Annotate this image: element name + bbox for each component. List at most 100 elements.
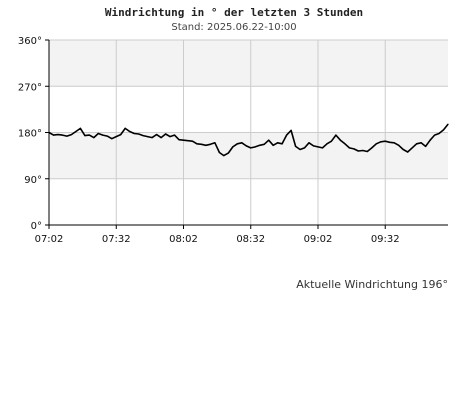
data-point [169, 136, 171, 138]
data-point [75, 130, 77, 133]
data-point [147, 136, 149, 138]
data-point [191, 140, 194, 142]
data-point [326, 143, 328, 145]
y-tick-label: 0° [31, 221, 42, 232]
data-point [133, 132, 135, 135]
data-point [115, 136, 117, 138]
data-point [366, 150, 368, 153]
data-point [299, 148, 301, 151]
data-point [380, 141, 382, 143]
data-point [200, 143, 203, 145]
data-point [254, 146, 256, 148]
data-point [205, 144, 207, 146]
data-point [303, 147, 306, 149]
data-point [79, 127, 81, 129]
data-point [447, 123, 449, 125]
data-point [250, 147, 252, 149]
data-point [398, 144, 400, 146]
x-tick-label: 09:32 [371, 234, 400, 245]
data-point [232, 146, 234, 148]
data-point [164, 133, 167, 135]
data-point [151, 137, 153, 139]
data-point [312, 145, 315, 147]
data-point [433, 134, 436, 136]
data-point [357, 150, 359, 152]
data-point [61, 134, 64, 136]
data-point [173, 134, 176, 136]
data-point [272, 144, 274, 146]
x-tick-label: 09:02 [304, 234, 333, 245]
data-point [245, 145, 247, 147]
data-point [97, 132, 99, 135]
data-point [344, 143, 346, 145]
y-tick-label: 90° [24, 175, 42, 186]
data-point [155, 133, 158, 136]
data-point [411, 147, 413, 149]
data-point [214, 142, 216, 144]
x-tick-label: 07:32 [102, 234, 131, 245]
data-point [281, 143, 283, 145]
x-tick-label: 08:32 [236, 234, 265, 245]
data-point [389, 141, 391, 143]
data-point [353, 148, 355, 150]
data-point [88, 134, 90, 136]
data-point [286, 134, 288, 136]
data-point [268, 139, 270, 141]
data-point [294, 145, 297, 147]
data-point [84, 134, 86, 137]
data-point [93, 137, 95, 139]
x-tick-label: 07:02 [35, 234, 64, 245]
data-point [227, 152, 229, 154]
chart-title: Windrichtung in ° der letzten 3 Stunden [104, 6, 364, 19]
data-point [129, 130, 131, 133]
shaded-band [49, 132, 448, 179]
data-point [196, 143, 198, 145]
data-point [218, 151, 220, 154]
data-point [259, 144, 261, 146]
chart-subtitle: Stand: 2025.06.22-10:00 [171, 22, 297, 33]
data-point [66, 135, 68, 137]
data-point [416, 143, 418, 145]
data-point [178, 139, 180, 141]
data-point [393, 142, 395, 144]
data-point [308, 142, 310, 144]
data-point [241, 142, 243, 144]
data-point [187, 140, 189, 142]
data-point [102, 134, 104, 136]
current-wind-direction: Aktuelle Windrichtung 196° [296, 278, 448, 291]
data-point [70, 133, 73, 136]
data-point [384, 140, 386, 142]
data-point [407, 151, 409, 153]
data-point [223, 155, 225, 157]
data-point [209, 143, 211, 145]
data-point [348, 147, 350, 149]
data-point [182, 139, 185, 141]
data-point [263, 143, 265, 145]
data-point [402, 148, 404, 151]
data-point [160, 137, 162, 139]
data-point [120, 133, 122, 136]
data-point [321, 147, 324, 149]
data-point [438, 132, 440, 135]
data-point [111, 138, 113, 140]
data-point [57, 133, 59, 136]
data-point [138, 133, 140, 135]
data-point [142, 134, 144, 137]
data-point [429, 139, 431, 141]
data-point [124, 127, 126, 129]
x-tick-label: 08:02 [169, 234, 198, 245]
data-point [330, 140, 333, 142]
shaded-band [49, 40, 448, 87]
data-point [317, 146, 319, 148]
data-point [236, 143, 238, 145]
data-point [290, 129, 292, 132]
data-point [106, 135, 108, 137]
data-point [375, 143, 377, 145]
data-point [52, 134, 55, 136]
data-point [362, 149, 364, 152]
wind-direction-line [48, 123, 449, 157]
data-point [48, 131, 50, 134]
y-tick-label: 180° [18, 129, 42, 140]
data-point [371, 147, 373, 149]
